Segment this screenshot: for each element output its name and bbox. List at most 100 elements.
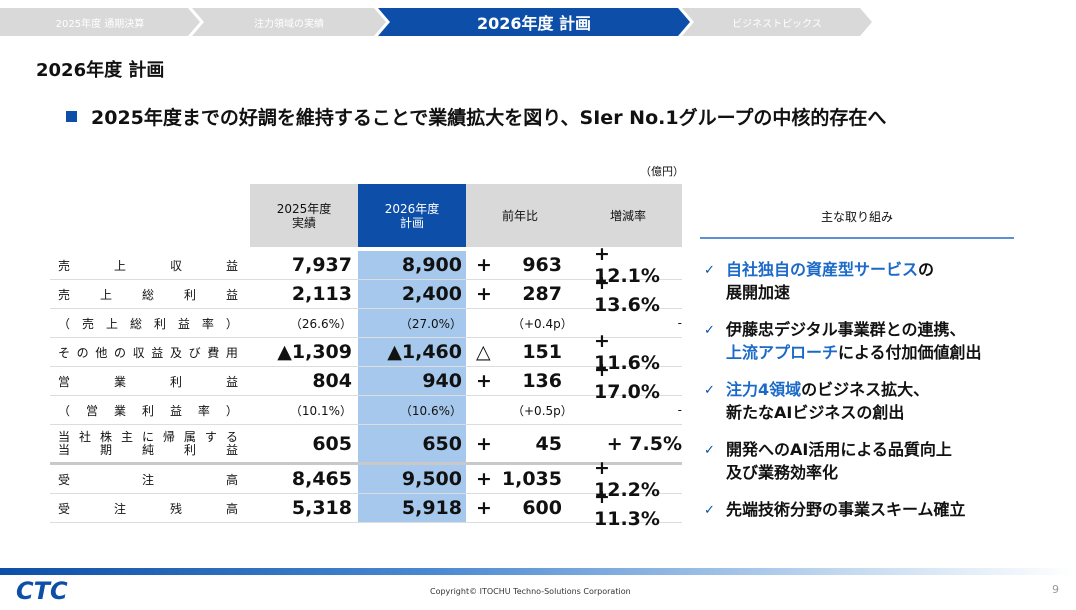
progress-navigation: 2025年度 通期決算 注力領域の実績 2026年度 計画 ビジネストピックス [0,8,1076,36]
header-fy2025-line2: 実績 [291,215,316,230]
cell-rate: + 11.3% [594,486,660,530]
yoy-sign: + [476,254,492,276]
initiative-text: のビジネス拡大、 [801,380,930,399]
cell-rate: + 13.6% [594,272,660,316]
yoy-value: 963 [522,254,562,276]
headline: 2025年度までの好調を維持することで業績拡大を図り、SIer No.1グループ… [66,103,886,130]
yoy-sign: + [476,283,492,305]
initiative-text-line2: 新たなAIビジネスの創出 [726,403,905,422]
cell-rate: + 7.5% [606,432,682,455]
initiative-item: ✓ 開発へのAI活用による品質向上 及び業務効率化 [704,438,1044,484]
nav-step-fy2025-results[interactable]: 2025年度 通期決算 [0,8,200,36]
cell-yoy: +287 [466,280,624,308]
page-title: 2026年度 計画 [36,60,165,81]
table-row: 営業利益 804 940 +136 + 17.0% [50,359,682,403]
row-label: その他の収益及び費用 [58,345,238,360]
table-row: （売上総利益率） （26.6%） （27.0%） （+0.4p） - [50,309,682,338]
table-row: 受注残高 5,318 5,918 +600 + 11.3% [50,486,682,530]
initiative-text-line2: による付加価値創出 [838,343,982,362]
initiative-highlight: 注力4領域 [726,380,802,399]
yoy-sign: + [476,468,492,490]
checkmark-icon: ✓ [704,323,715,338]
row-label: 売上総利益 [58,287,238,302]
yoy-value: 1,035 [501,468,562,490]
table-row: 売上総利益 2,113 2,400 +287 + 13.6% [50,272,682,316]
initiative-highlight: 自社独自の資産型サービス [726,260,919,279]
initiative-text: 伊藤忠デジタル事業群との連携、 [726,320,966,339]
initiative-text-line2: 展開加速 [726,283,791,302]
row-label: （営業利益率） [58,403,238,418]
table-row: 当社株主に帰属する当期純利益 605 650 +45 + 7.5% [50,425,682,465]
header-fy2025: 2025年度 実績 [250,184,358,247]
nav-step-business-topics[interactable]: ビジネストピックス [682,8,872,36]
initiative-item: ✓ 自社独自の資産型サービスの展開加速 [704,258,1044,304]
cell-yoy: （+0.4p） [466,309,624,337]
row-label: 営業利益 [58,374,238,389]
headline-text: 2025年度までの好調を維持することで業績拡大を図り、SIer No.1グループ… [91,107,887,129]
header-fy2026-line1: 2026年度 [384,201,440,216]
nav-step-focus-areas[interactable]: 注力領域の実績 [192,8,386,36]
initiative-text: 開発へのAI活用による品質向上 [726,440,952,459]
cell-yoy: +1,035 [466,465,624,493]
yoy-value: 151 [522,341,562,363]
yoy-value: 136 [522,370,562,392]
yoy-sign: + [476,497,492,519]
initiatives-title: 主な取り組み [820,210,893,224]
cell-fy2025: 7,937 [291,254,352,276]
cell-fy2025: （26.6%） [289,316,352,331]
table-row: （営業利益率） （10.1%） （10.6%） （+0.5p） - [50,396,682,425]
svg-text:CTC: CTC [16,578,68,602]
initiative-text-line2: 及び業務効率化 [726,463,839,482]
ctc-logo: CTC [16,578,68,602]
cell-rate: + 17.0% [594,359,660,403]
yoy-sign: + [476,370,492,392]
row-label-line: 当社株主に帰属する [58,429,238,444]
yoy-value: （+0.5p） [512,403,573,418]
checkmark-icon: ✓ [704,443,715,458]
yoy-value: 45 [535,432,562,455]
checkmark-icon: ✓ [704,383,715,398]
row-label-line: 当期純利益 [58,442,238,457]
cell-yoy: +600 [466,494,624,522]
initiative-text: 先端技術分野の事業スキーム確立 [726,500,966,519]
table-row: 売上収益 7,937 8,900 +963 + 12.1% [50,243,682,287]
header-fy2025-line1: 2025年度 [276,201,332,216]
cell-fy2026: ▲1,460 [358,338,466,366]
cell-fy2025: （10.1%） [289,403,352,418]
copyright: Copyright© ITOCHU Techno-Solutions Corpo… [430,587,631,596]
row-label: （売上総利益率） [58,316,238,331]
cell-fy2026: 650 [358,425,466,462]
cell-fy2026: 9,500 [358,465,466,493]
cell-yoy: （+0.5p） [466,396,624,424]
unit-label: （億円） [640,165,684,178]
initiative-text: の [918,260,935,279]
yoy-sign: + [476,432,492,455]
checkmark-icon: ✓ [704,503,715,518]
cell-fy2026: 940 [358,367,466,395]
row-label: 受注高 [58,472,238,487]
page-number: 9 [1052,583,1059,596]
yoy-value: 287 [522,283,562,305]
row-label: 当社株主に帰属する当期純利益 [50,425,246,462]
cell-fy2026: 2,400 [358,280,466,308]
cell-fy2025: 605 [312,432,352,455]
yoy-sign: △ [476,341,491,363]
nav-step-fy2026-plan[interactable]: 2026年度 計画 [378,8,690,36]
initiatives-divider [700,237,1014,239]
initiatives-list: ✓ 自社独自の資産型サービスの展開加速 ✓ 伊藤忠デジタル事業群との連携、 上流アプロー… [704,258,1044,536]
initiative-highlight: 上流アプローチ [726,343,839,362]
cell-fy2025: 2,113 [291,283,352,305]
checkmark-icon: ✓ [704,263,715,278]
yoy-value: 600 [522,497,562,519]
cell-fy2026: （27.0%） [358,309,466,337]
cell-fy2026: （10.6%） [358,396,466,424]
square-bullet-icon [66,111,77,122]
cell-yoy: +136 [466,367,624,395]
cell-rate: - [677,403,682,417]
row-label: 売上収益 [58,258,238,273]
table-row: 受注高 8,465 9,500 +1,035 + 12.2% [50,457,682,501]
cell-yoy: △ 151 [466,338,624,366]
cell-fy2025: 8,465 [291,468,352,490]
header-yoy: 前年比 [466,184,574,247]
cell-fy2025: ▲1,309 [277,341,352,363]
